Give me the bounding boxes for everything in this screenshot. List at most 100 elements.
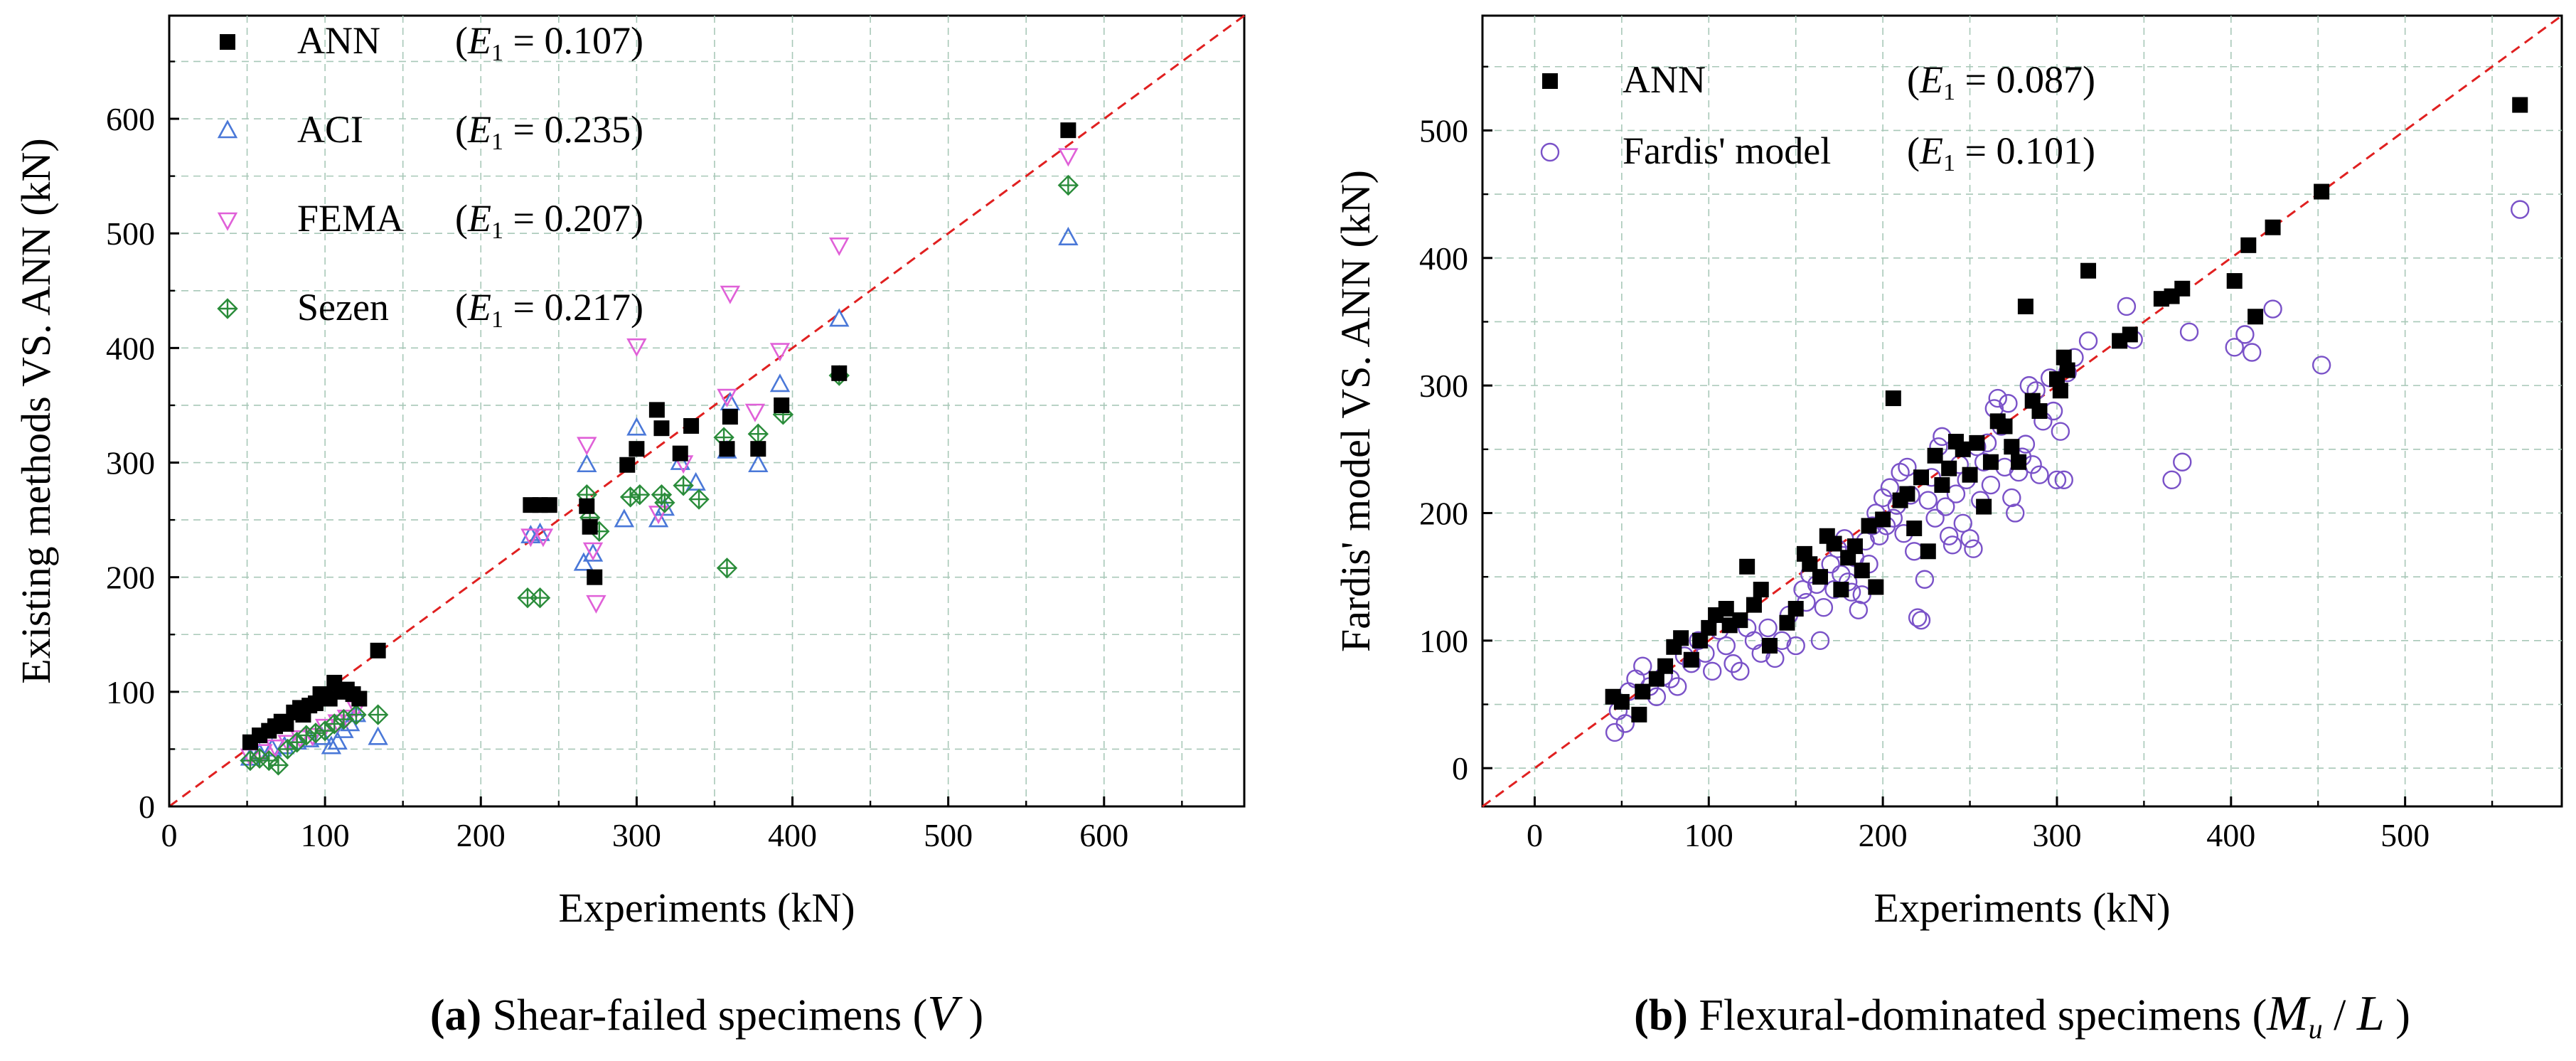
- data-point: [1716, 636, 1736, 656]
- data-point: [717, 388, 737, 407]
- panel-a-gridlines: [169, 16, 1244, 806]
- legend-error-open: (: [1907, 129, 1920, 172]
- panel-a-y-axis-label: Existing methods VS. ANN (kN): [13, 138, 59, 683]
- data-point: [2017, 298, 2033, 314]
- data-point: [683, 417, 700, 434]
- x-tick-label: 600: [1079, 817, 1128, 853]
- legend-error-number: = 0.217): [503, 286, 643, 329]
- legend-error-number: = 0.235): [503, 108, 643, 151]
- legend-error-value: (E1 = 0.101): [1907, 129, 2095, 176]
- data-point: [1941, 460, 1957, 476]
- data-point: [1915, 570, 1935, 589]
- data-point: [1880, 478, 1900, 497]
- data-point: [1868, 579, 1884, 595]
- data-point: [750, 441, 766, 457]
- data-point: [648, 402, 665, 418]
- data-point: [1648, 671, 1664, 687]
- panel-a-x-axis-label: Experiments (kN): [558, 885, 855, 931]
- data-point: [1787, 601, 1804, 617]
- legend-error-number: = 0.101): [1955, 129, 2095, 172]
- x-tick-label: 200: [456, 817, 506, 853]
- data-point: [1657, 658, 1674, 674]
- legend-error-symbol: E: [1919, 58, 1943, 101]
- data-point: [1802, 556, 1818, 572]
- panel-b-legend: ANN (E1 = 0.087)Fardis' model (E1 = 0.101): [1540, 58, 2095, 176]
- panel-a-data-marks: [240, 122, 1079, 776]
- legend-label: Fardis' model: [1623, 129, 1831, 172]
- data-point: [629, 484, 651, 506]
- data-point: [2080, 262, 2097, 279]
- data-point: [1058, 148, 1079, 167]
- legend-marker: [1542, 73, 1558, 89]
- x-tick-label: 0: [161, 817, 178, 853]
- data-point: [1060, 122, 1076, 139]
- legend-label: ACI: [297, 108, 363, 151]
- data-point: [2314, 183, 2330, 200]
- data-point: [346, 704, 367, 725]
- panel-b-caption-symbol2: L: [2356, 986, 2385, 1041]
- data-point: [1988, 388, 2007, 408]
- legend-error-sub: 1: [491, 306, 503, 333]
- legend-error-open: (: [455, 108, 468, 151]
- data-point: [529, 587, 551, 609]
- y-tick-label: 500: [1419, 112, 1468, 149]
- data-point: [579, 498, 595, 514]
- data-point: [626, 417, 647, 436]
- legend-error-value: (E1 = 0.207): [455, 197, 643, 244]
- panel-b-caption-text: Flexural-dominated specimens (: [1688, 991, 2267, 1040]
- series-sezen: [240, 174, 1079, 776]
- data-point: [1702, 661, 1722, 681]
- data-point: [1861, 518, 1877, 534]
- data-point: [748, 454, 769, 473]
- data-point: [1955, 441, 1971, 457]
- data-point: [829, 238, 850, 257]
- panel-a-caption: (a) Shear-failed specimens (V ): [430, 986, 983, 1041]
- legend-marker: [217, 212, 238, 231]
- legend-marker: [1540, 142, 1560, 162]
- data-point: [1875, 511, 1891, 528]
- data-point: [2051, 422, 2070, 441]
- data-point: [582, 518, 598, 535]
- y-tick-label: 200: [106, 560, 155, 596]
- panel-a-chart: 0 100 200 300 400 500 600 0 100 200 300 400 500 600 E…: [13, 14, 1246, 1041]
- data-point: [619, 457, 636, 473]
- y-tick-label: 200: [1419, 495, 1468, 531]
- panel-b-reference-line: [1482, 14, 2562, 808]
- data-point: [2056, 349, 2072, 366]
- legend-error-symbol: E: [1919, 129, 1943, 172]
- data-point: [2225, 338, 2244, 357]
- y-tick-label: 100: [106, 674, 155, 710]
- data-point: [541, 497, 557, 513]
- data-point: [769, 343, 791, 362]
- x-tick-label: 0: [1527, 817, 1543, 853]
- data-point: [1673, 630, 1689, 646]
- x-tick-label: 400: [768, 817, 817, 853]
- panel-b-caption-sub: u: [2309, 1013, 2323, 1045]
- data-point: [1885, 390, 1901, 407]
- legend-error-value: (E1 = 0.235): [455, 108, 643, 155]
- data-point: [1615, 714, 1635, 733]
- panel-a-caption-text: Shear-failed specimens (: [481, 991, 927, 1040]
- legend-label: ANN: [1623, 58, 1706, 101]
- data-point: [1786, 636, 1805, 656]
- data-point: [651, 484, 673, 506]
- data-point: [333, 719, 354, 738]
- data-point: [626, 338, 647, 357]
- y-tick-label: 400: [106, 330, 155, 366]
- data-point: [1939, 526, 1959, 545]
- data-point: [2511, 200, 2530, 219]
- data-point: [2162, 470, 2181, 490]
- data-point: [688, 489, 710, 510]
- data-point: [1683, 651, 1699, 668]
- data-point: [368, 726, 388, 745]
- legend-error-symbol: E: [467, 197, 491, 240]
- data-point: [367, 704, 389, 725]
- data-point: [654, 492, 675, 513]
- data-point: [1927, 447, 1943, 464]
- data-point: [2173, 452, 2192, 471]
- x-tick-label: 400: [2206, 817, 2255, 853]
- data-point: [2265, 219, 2281, 235]
- data-point: [267, 755, 289, 776]
- y-tick-label: 300: [106, 445, 155, 481]
- data-point: [1739, 558, 1755, 575]
